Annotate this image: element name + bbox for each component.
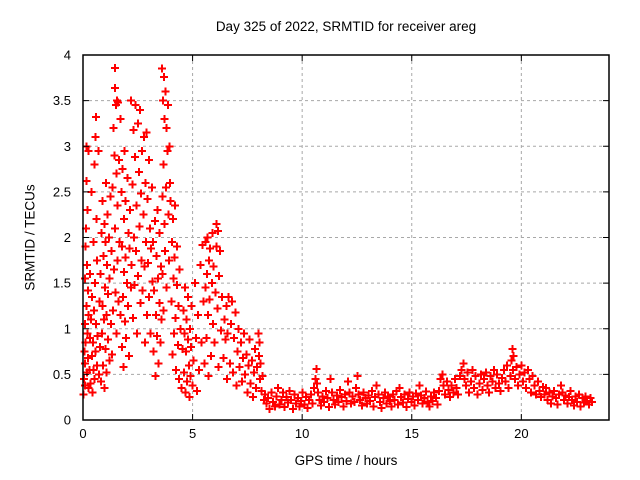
y-tick-label: 2.5 bbox=[53, 184, 71, 199]
y-tick-label: 0.5 bbox=[53, 367, 71, 382]
y-tick-label: 3.5 bbox=[53, 93, 71, 108]
x-axis-label: GPS time / hours bbox=[294, 453, 398, 468]
y-tick-label: 2 bbox=[64, 230, 71, 245]
x-tick-label: 0 bbox=[79, 426, 86, 441]
x-tick-label: 15 bbox=[405, 426, 419, 441]
plot-frame bbox=[82, 54, 610, 421]
chart-title: Day 325 of 2022, SRMTID for receiver are… bbox=[215, 19, 477, 34]
y-tick-label: 0 bbox=[64, 413, 71, 428]
x-tick-label: 10 bbox=[295, 426, 309, 441]
x-tick-label: 5 bbox=[189, 426, 196, 441]
data-points-path bbox=[79, 64, 596, 413]
x-tick-label: 20 bbox=[514, 426, 528, 441]
y-tick-label: 1 bbox=[64, 321, 71, 336]
y-tick-label: 1.5 bbox=[53, 276, 71, 291]
y-tick-label: 3 bbox=[64, 139, 71, 154]
y-tick-label: 4 bbox=[64, 48, 71, 63]
